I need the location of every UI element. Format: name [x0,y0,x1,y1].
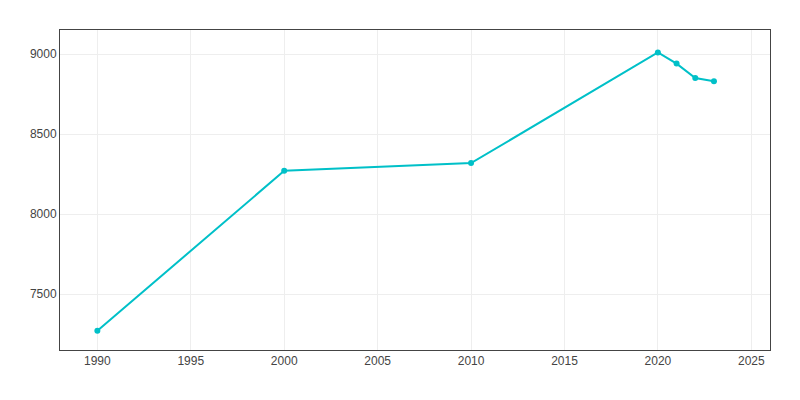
svg-text:7500: 7500 [30,287,57,301]
svg-text:1995: 1995 [177,354,204,368]
svg-text:8500: 8500 [30,127,57,141]
svg-text:2020: 2020 [645,354,672,368]
svg-text:9000: 9000 [30,47,57,61]
svg-text:2005: 2005 [364,354,391,368]
svg-text:2025: 2025 [738,354,765,368]
svg-text:2010: 2010 [458,354,485,368]
svg-text:1990: 1990 [84,354,111,368]
svg-text:8000: 8000 [30,207,57,221]
svg-text:2000: 2000 [271,354,298,368]
svg-text:2015: 2015 [551,354,578,368]
